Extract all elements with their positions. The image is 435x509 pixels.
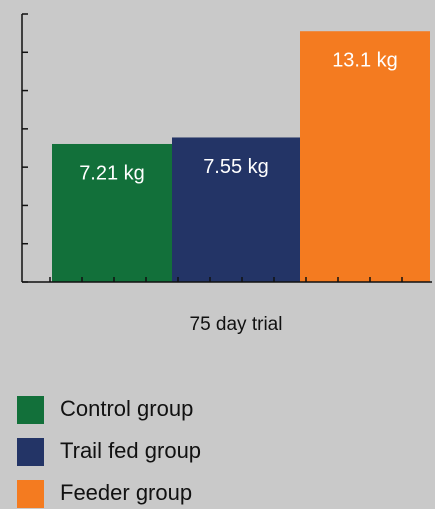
legend-label: Control group — [60, 396, 193, 421]
legend-swatch — [17, 480, 44, 508]
bar — [172, 137, 300, 282]
bar — [52, 143, 172, 282]
x-axis-label: 75 day trial — [190, 314, 283, 335]
data-label: 7.55 kg — [203, 156, 269, 178]
legend-swatch — [17, 438, 44, 466]
data-label: 7.21 kg — [79, 162, 145, 184]
bar — [300, 31, 430, 282]
legend-label: Feeder group — [60, 480, 192, 505]
data-label: 13.1 kg — [332, 50, 398, 72]
legend-swatch — [17, 396, 44, 424]
legend-label: Trail fed group — [60, 438, 201, 463]
